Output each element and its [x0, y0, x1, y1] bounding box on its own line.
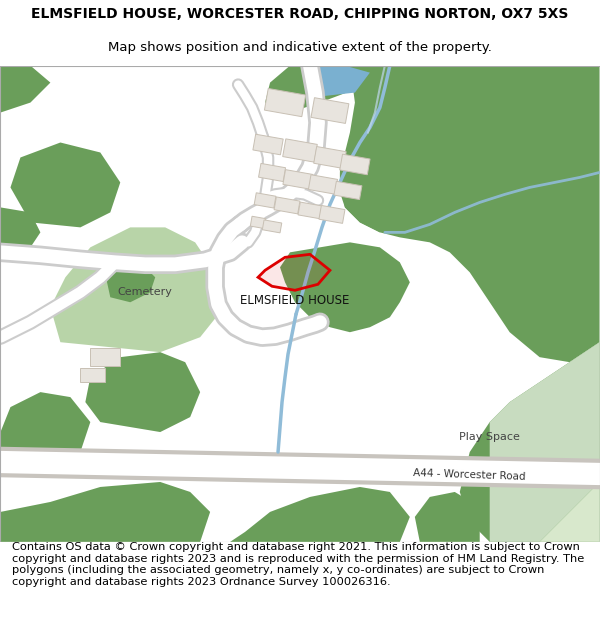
- Polygon shape: [265, 66, 375, 112]
- Text: ELMSFIELD HOUSE, WORCESTER ROAD, CHIPPING NORTON, OX7 5XS: ELMSFIELD HOUSE, WORCESTER ROAD, CHIPPIN…: [31, 8, 569, 21]
- Text: Play Space: Play Space: [459, 432, 520, 442]
- Polygon shape: [415, 492, 480, 542]
- Text: Cemetery: Cemetery: [118, 288, 173, 298]
- FancyBboxPatch shape: [308, 175, 338, 194]
- FancyBboxPatch shape: [340, 154, 370, 175]
- FancyBboxPatch shape: [298, 202, 322, 219]
- Text: ELMSFIELD HOUSE: ELMSFIELD HOUSE: [241, 294, 350, 308]
- Polygon shape: [50, 228, 220, 352]
- FancyBboxPatch shape: [91, 348, 120, 366]
- Polygon shape: [1, 66, 50, 112]
- Polygon shape: [10, 142, 120, 228]
- FancyBboxPatch shape: [262, 220, 282, 233]
- Polygon shape: [1, 482, 210, 542]
- FancyBboxPatch shape: [250, 216, 266, 229]
- FancyBboxPatch shape: [265, 89, 305, 117]
- Polygon shape: [300, 152, 400, 232]
- FancyBboxPatch shape: [311, 98, 349, 123]
- FancyBboxPatch shape: [253, 134, 283, 155]
- FancyBboxPatch shape: [334, 181, 362, 199]
- FancyBboxPatch shape: [274, 197, 300, 214]
- Polygon shape: [258, 254, 330, 290]
- Polygon shape: [310, 66, 370, 98]
- FancyBboxPatch shape: [259, 163, 286, 181]
- FancyBboxPatch shape: [254, 192, 276, 208]
- Polygon shape: [1, 392, 91, 467]
- Polygon shape: [106, 262, 155, 302]
- FancyBboxPatch shape: [319, 206, 345, 223]
- FancyBboxPatch shape: [314, 146, 346, 169]
- Polygon shape: [1, 208, 40, 252]
- FancyBboxPatch shape: [283, 139, 317, 162]
- Polygon shape: [280, 242, 410, 332]
- Polygon shape: [520, 482, 599, 542]
- Polygon shape: [470, 342, 599, 542]
- Polygon shape: [340, 66, 599, 362]
- Polygon shape: [85, 352, 200, 432]
- Text: Contains OS data © Crown copyright and database right 2021. This information is : Contains OS data © Crown copyright and d…: [12, 542, 584, 587]
- FancyBboxPatch shape: [283, 169, 313, 189]
- Text: A44 - Worcester Road: A44 - Worcester Road: [413, 468, 526, 482]
- Polygon shape: [460, 342, 599, 542]
- FancyBboxPatch shape: [80, 368, 105, 382]
- Polygon shape: [230, 487, 410, 542]
- Text: Map shows position and indicative extent of the property.: Map shows position and indicative extent…: [108, 41, 492, 54]
